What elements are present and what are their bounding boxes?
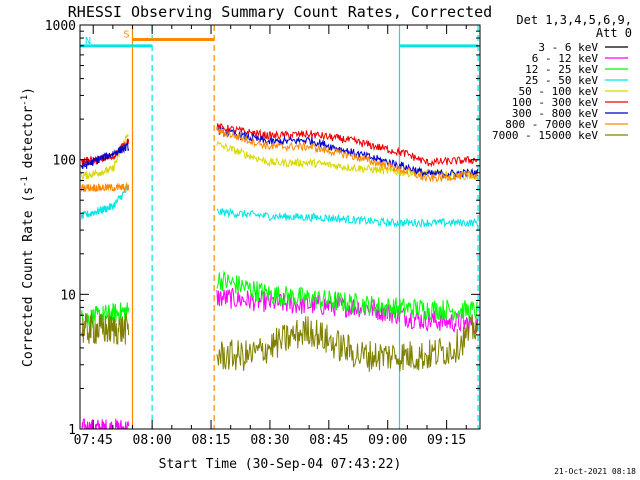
chart-title: RHESSI Observing Summary Count Rates, Co… bbox=[68, 3, 492, 21]
x-tick-label: 08:30 bbox=[250, 433, 289, 448]
legend-entry-label: 25 - 50 keV bbox=[525, 74, 598, 87]
series-line-segment2 bbox=[216, 314, 479, 372]
series-line-segment2 bbox=[216, 140, 479, 181]
series-line-segment1 bbox=[81, 138, 130, 166]
x-tick-label: 08:00 bbox=[133, 433, 172, 448]
legend-entry-label: 800 - 7000 keV bbox=[505, 118, 598, 131]
legend-entry-label: 6 - 12 keV bbox=[532, 52, 599, 65]
series-line-segment2 bbox=[216, 207, 479, 229]
segment-label: S bbox=[123, 30, 129, 41]
legend-entry-label: 12 - 25 keV bbox=[525, 63, 598, 76]
series-line-segment2 bbox=[216, 126, 479, 179]
series-line-segment1 bbox=[81, 302, 130, 330]
legend-header-line-1: Det 1,3,4,5,6,9, bbox=[516, 13, 632, 27]
plot-frame bbox=[79, 24, 481, 430]
y-tick-label: 1 bbox=[68, 423, 76, 438]
segment-label: N bbox=[85, 36, 91, 47]
legend-entry-label: 300 - 800 keV bbox=[512, 107, 598, 120]
series-lines bbox=[81, 123, 479, 429]
x-tick-label: 08:45 bbox=[309, 433, 348, 448]
series-line-segment1 bbox=[81, 418, 130, 429]
legend-header-line-2: Att 0 bbox=[596, 26, 632, 40]
x-tick-label: 09:00 bbox=[368, 433, 407, 448]
y-tick-label: 10 bbox=[60, 288, 76, 303]
series-line-segment2 bbox=[216, 270, 479, 322]
legend-entry-label: 3 - 6 keV bbox=[538, 41, 598, 54]
attenuator-segments: SN bbox=[80, 30, 479, 48]
series-line-segment2 bbox=[216, 125, 478, 183]
x-tick-label: 09:15 bbox=[427, 433, 466, 448]
series-line-segment1 bbox=[81, 313, 130, 345]
footer-date: 21-Oct-2021 08:18 bbox=[554, 467, 636, 476]
series-line-segment1 bbox=[81, 182, 130, 194]
series-line-segment2 bbox=[216, 123, 478, 168]
series-line-segment1 bbox=[81, 141, 130, 169]
y-tick-label: 100 bbox=[53, 154, 76, 169]
x-axis: 07:45 08:00 08:15 08:30 08:45 09:00 09:15 bbox=[74, 25, 467, 448]
legend-entry-label: 100 - 300 keV bbox=[512, 96, 598, 109]
x-tick-label: 08:15 bbox=[191, 433, 230, 448]
x-tick-label: 07:45 bbox=[74, 433, 113, 448]
x-axis-label: Start Time (30-Sep-04 07:43:22) bbox=[159, 457, 402, 472]
plot-area: SN bbox=[80, 25, 479, 429]
y-axis-label: Corrected Count Rate (s-1 detector-1) bbox=[20, 87, 36, 367]
y-axis: 1 10 100 1000 bbox=[45, 19, 480, 438]
legend-entry-label: 7000 - 15000 keV bbox=[492, 129, 598, 142]
legend-entry-label: 50 - 100 keV bbox=[519, 85, 599, 98]
series-line-segment1 bbox=[81, 185, 130, 220]
y-tick-label: 1000 bbox=[45, 19, 76, 34]
